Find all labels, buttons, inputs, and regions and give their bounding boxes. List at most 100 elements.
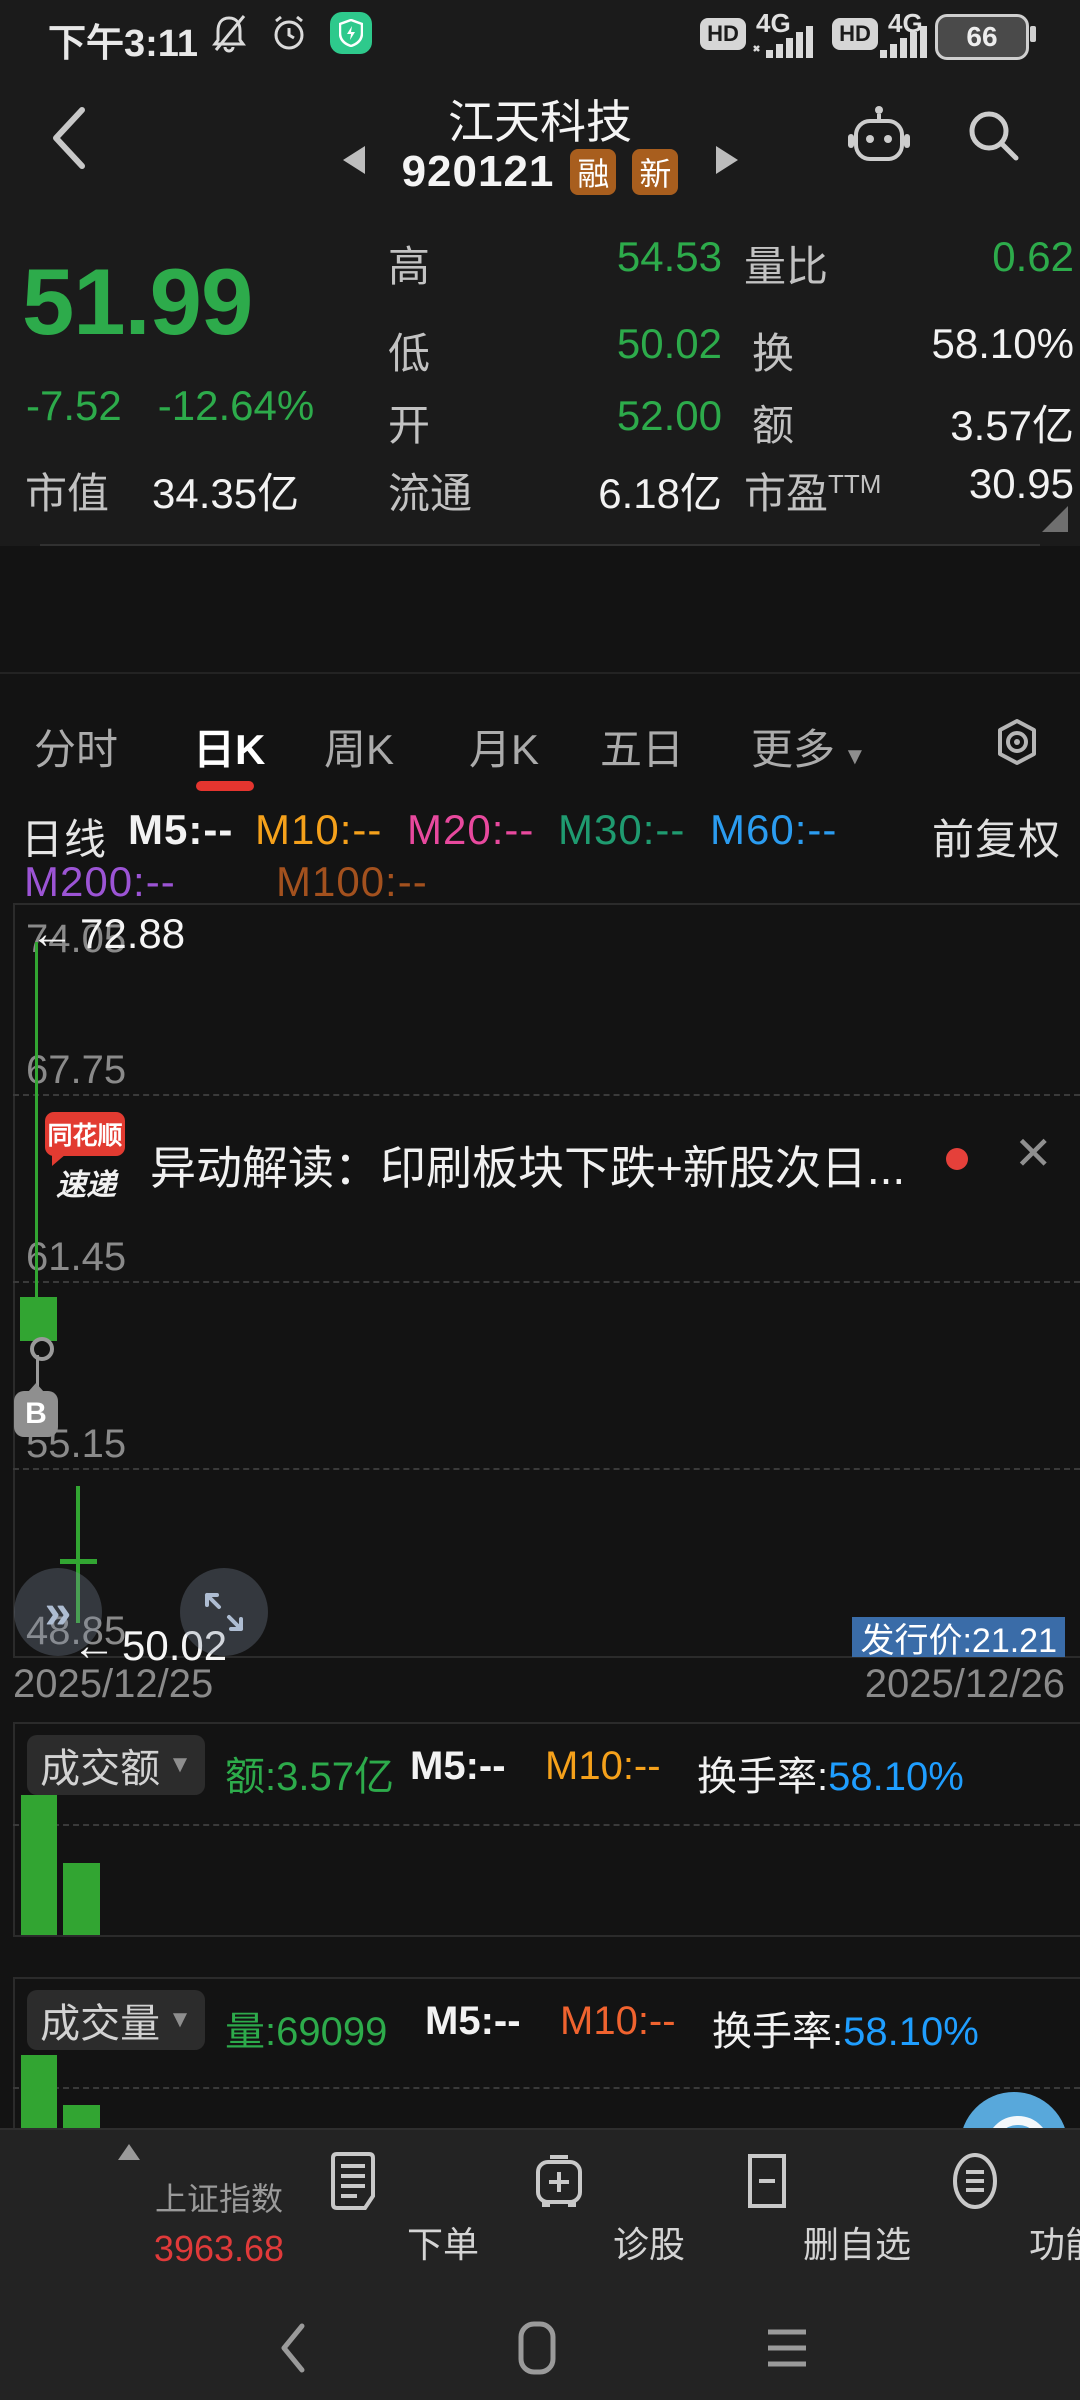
margin-badge: 融 [570, 149, 617, 195]
pe-value: 30.95 [968, 460, 1074, 507]
tab-more[interactable]: 更多 ▼ [751, 726, 867, 773]
news-ticker[interactable]: 同花顺 速递 异动解读：印刷板块下跌+新股次日... ✕ [0, 552, 1080, 1202]
volume-bar [63, 2105, 100, 2128]
amount-m10: M10:-- [545, 1744, 661, 1788]
expand-arrows-icon [205, 1593, 243, 1631]
prev-stock-icon[interactable] [343, 146, 365, 174]
ths-express-logo-sub: 速递 [56, 1169, 116, 1202]
candle-wick [76, 1486, 80, 1623]
stock-code-row: 920121 融 新 [0, 146, 1080, 198]
chevron-down-icon: ▼ [843, 743, 867, 770]
ma10-label: M10:-- [255, 806, 383, 853]
mcap-label: 市值 [25, 470, 110, 517]
stock-title: 江天科技 [448, 96, 632, 148]
tab-five-day[interactable]: 五日 [600, 726, 685, 773]
hd-icon: HD [832, 18, 878, 50]
ma20-label: M20:-- [407, 806, 535, 853]
divider [0, 672, 1080, 674]
vol-ratio-label: 量比 [744, 243, 829, 290]
panel-frame [13, 1722, 1080, 1937]
amount-indicator-selector[interactable]: 成交额 ▼ [27, 1735, 205, 1795]
candlestick-chart[interactable]: 74.05 67.75 61.45 55.15 48.85 B ← 72.88 … [0, 903, 1080, 1670]
ma30-label: M30:-- [558, 806, 686, 853]
low-label: 低 [388, 330, 431, 377]
next-stock-icon[interactable] [716, 146, 738, 174]
remove-watchlist-icon [744, 2152, 790, 2210]
buy-marker: B [14, 1383, 58, 1437]
vol-ratio-value: 0.62 [992, 233, 1074, 280]
float-label: 流通 [388, 470, 473, 517]
search-icon[interactable] [962, 104, 1024, 166]
nav-label: 诊股 [612, 2224, 685, 2265]
volume-indicator-selector[interactable]: 成交量 ▼ [27, 1990, 205, 2050]
high-label: 高 [388, 243, 431, 290]
date-right: 2025/12/26 [864, 1662, 1065, 1706]
current-price: 51.99 [22, 249, 253, 354]
amount-value: 3.57亿 [950, 402, 1074, 449]
signal-icon [752, 24, 814, 58]
ma5-label: M5:-- [128, 806, 234, 853]
amount-bar [21, 1795, 57, 1935]
chevron-down-icon: ▼ [168, 1751, 192, 1778]
assistant-robot-icon[interactable] [846, 104, 912, 166]
order-icon [327, 2152, 379, 2210]
ma60-label: M60:-- [710, 806, 838, 853]
candle-body [60, 1559, 97, 1564]
volume-turnover: 换手率:58.10% [712, 2010, 979, 2054]
security-shield-icon [330, 12, 372, 54]
tab-weekly-k[interactable]: 周K [324, 726, 395, 773]
candle-body [20, 1297, 57, 1341]
turnover-label: 换 [752, 330, 795, 377]
battery-icon: 66 [935, 14, 1029, 60]
chevron-down-icon: ▼ [168, 2006, 192, 2033]
back-icon[interactable] [42, 102, 96, 174]
clock: 下午3:11 [48, 23, 198, 65]
amount-label: 额 [752, 402, 795, 449]
chart-frame [13, 903, 1080, 1658]
close-icon[interactable]: ✕ [1014, 1127, 1053, 1179]
buy-marker-line [36, 1355, 39, 1391]
gridline [13, 1281, 1080, 1283]
diagnose-icon [530, 2152, 588, 2210]
system-back-icon[interactable] [272, 2320, 312, 2376]
volume-m10: M10:-- [560, 1999, 676, 2043]
bottom-nav-bar: 上证指数 3963.68 下单 诊股 删自选 功能 [0, 2128, 1080, 2400]
volume-bar [21, 2055, 57, 2128]
news-headline: 异动解读：印刷板块下跌+新股次日... [150, 1142, 906, 1194]
chart-settings-icon[interactable] [993, 718, 1041, 766]
y-axis-label: 67.75 [26, 1048, 127, 1092]
left-arrow-icon: ← [30, 909, 74, 958]
nav-label: 下单 [406, 2224, 479, 2265]
expand-quote-icon[interactable] [1042, 506, 1068, 532]
ths-logo-tail [52, 1154, 66, 1166]
amount-panel[interactable]: 成交额 ▼ 额:3.57亿 M5:-- M10:-- 换手率:58.10% [0, 1722, 1080, 1937]
amount-current: 额:3.57亿 [225, 1755, 394, 1799]
system-home-icon[interactable] [513, 2320, 561, 2376]
high-price-annotation: ← 72.88 [30, 909, 186, 958]
tab-monthly-k[interactable]: 月K [469, 726, 540, 773]
fullscreen-expand-button[interactable] [180, 1568, 268, 1656]
x-axis: 2025/12/25 2025/12/26 [0, 1662, 1080, 1708]
amount-bar [63, 1863, 100, 1935]
adjust-mode-button[interactable]: 前复权 [931, 816, 1061, 863]
y-axis-label: 61.45 [26, 1235, 127, 1279]
system-menu-icon[interactable] [762, 2320, 812, 2376]
new-stock-badge: 新 [632, 149, 679, 195]
hd-icon: HD [700, 18, 746, 50]
change-percent: -12.64% [157, 382, 315, 429]
tab-minute[interactable]: 分时 [34, 726, 119, 773]
gridline [13, 1468, 1080, 1470]
battery-level: 66 [966, 21, 998, 52]
low-price-annotation: ← 50.02 [72, 1621, 228, 1670]
tab-daily-k[interactable]: 日K [193, 726, 266, 773]
unread-red-dot [946, 1148, 968, 1170]
price-change: -7.52 -12.64% [26, 382, 314, 430]
bell-muted-icon [208, 12, 250, 54]
active-tab-indicator [196, 781, 254, 791]
gridline [13, 1824, 1080, 1826]
fast-forward-button[interactable]: » [14, 1568, 102, 1656]
open-label: 开 [388, 402, 431, 449]
volume-panel[interactable]: 成交量 ▼ 量:69099 M5:-- M10:-- 换手率:58.10% [0, 1977, 1080, 2128]
top-block [0, 0, 1080, 546]
stock-code: 920121 [401, 147, 555, 196]
